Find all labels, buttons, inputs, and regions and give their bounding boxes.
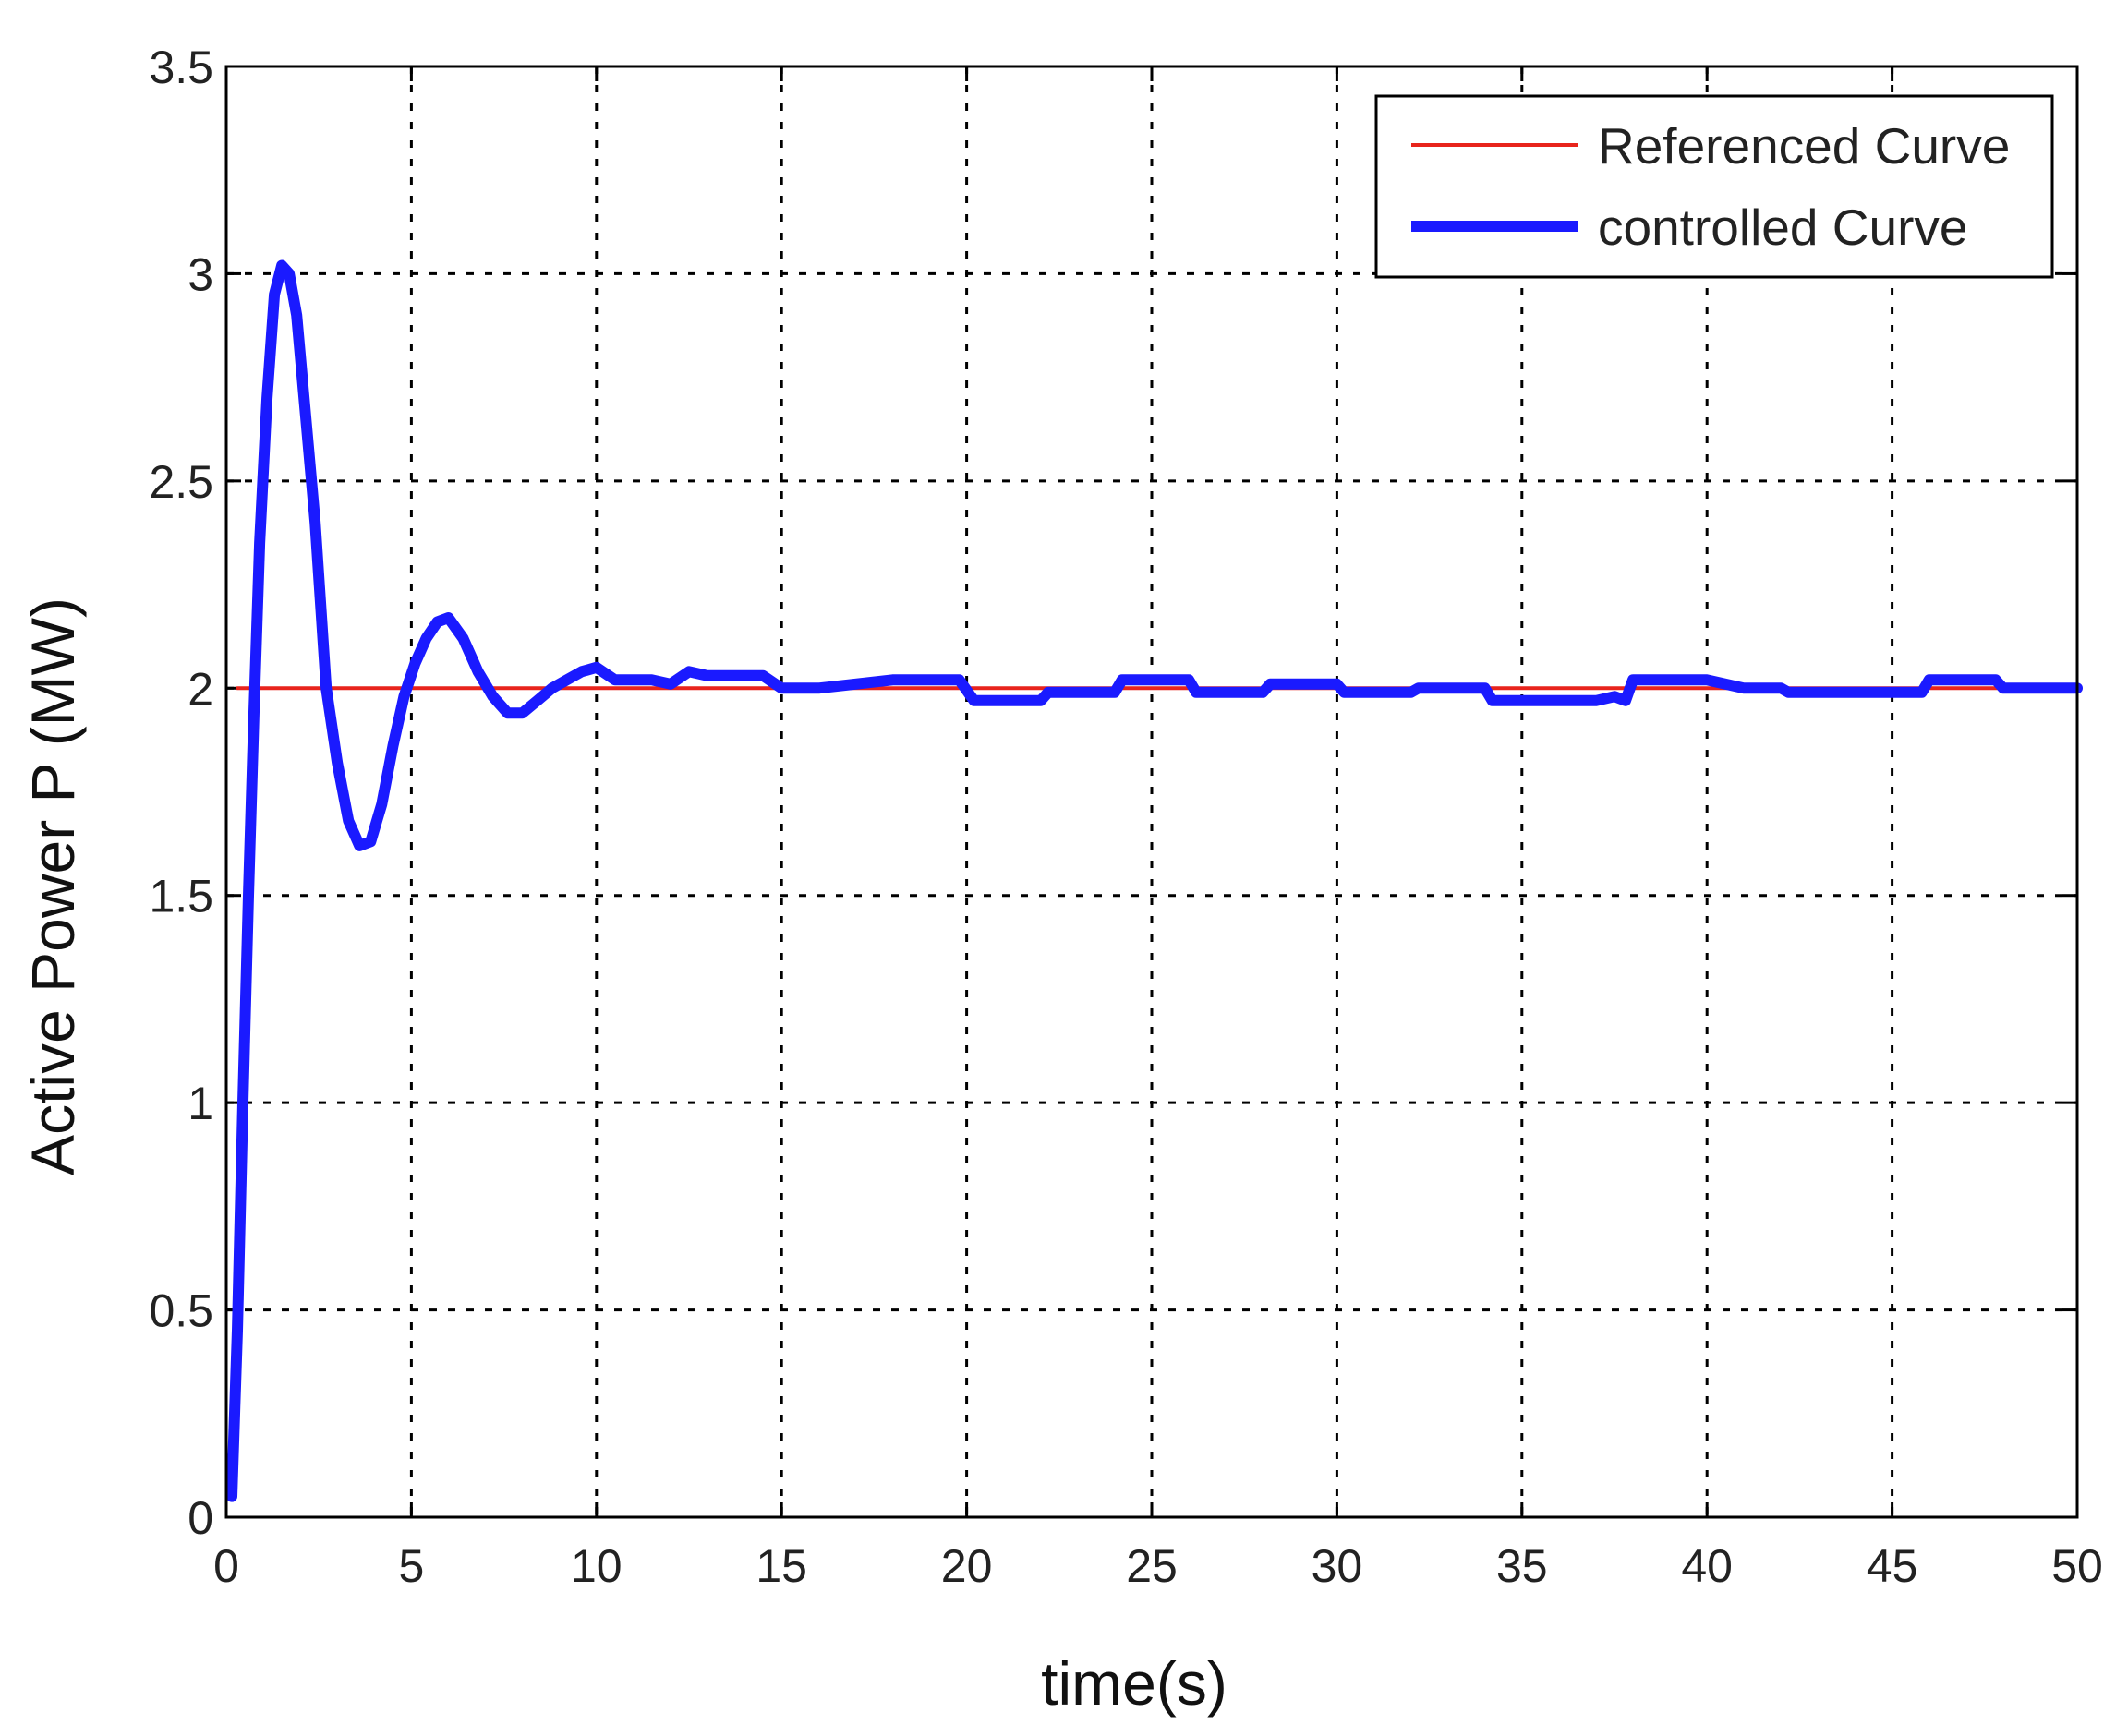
y-tick-label: 3 bbox=[187, 248, 213, 300]
x-tick-label: 40 bbox=[1681, 1540, 1733, 1592]
x-tick-label: 35 bbox=[1496, 1540, 1548, 1592]
legend: Referenced Curve controlled Curve bbox=[1374, 94, 2054, 279]
legend-label-controlled-curve: controlled Curve bbox=[1598, 199, 1967, 256]
y-tick-label: 0.5 bbox=[149, 1285, 213, 1337]
x-tick-label: 20 bbox=[941, 1540, 993, 1592]
y-tick-label: 2 bbox=[187, 663, 213, 715]
plot-frame bbox=[224, 65, 2079, 1519]
x-tick-label: 10 bbox=[571, 1540, 623, 1592]
x-tick-labels: 0 5 10 15 20 25 30 35 40 45 50 bbox=[213, 1540, 2103, 1592]
x-tick-label: 0 bbox=[213, 1540, 239, 1592]
x-tick-label: 15 bbox=[756, 1540, 807, 1592]
x-tick-label: 30 bbox=[1312, 1540, 1363, 1592]
x-tick-label: 45 bbox=[1867, 1540, 1918, 1592]
x-axis-title: time(s) bbox=[1041, 1649, 1227, 1718]
y-axis-title: Active Power P (MW) bbox=[18, 597, 87, 1175]
y-tick-label: 1.5 bbox=[149, 871, 213, 922]
legend-box bbox=[1374, 94, 2054, 279]
y-tick-label: 2.5 bbox=[149, 456, 213, 508]
x-tick-label: 25 bbox=[1126, 1540, 1178, 1592]
x-tick-label: 50 bbox=[2051, 1540, 2103, 1592]
x-tick-label: 5 bbox=[398, 1540, 424, 1592]
series-layer bbox=[226, 259, 2083, 1502]
legend-label-referenced-curve: Referenced Curve bbox=[1598, 117, 2010, 175]
y-tick-label: 3.5 bbox=[149, 42, 213, 93]
series-line-controlled-curve bbox=[226, 259, 2083, 1502]
y-tick-label: 1 bbox=[187, 1078, 213, 1129]
y-tick-label: 0 bbox=[187, 1492, 213, 1544]
y-tick-labels: 0 0.5 1 1.5 2 2.5 3 3.5 bbox=[149, 42, 213, 1544]
